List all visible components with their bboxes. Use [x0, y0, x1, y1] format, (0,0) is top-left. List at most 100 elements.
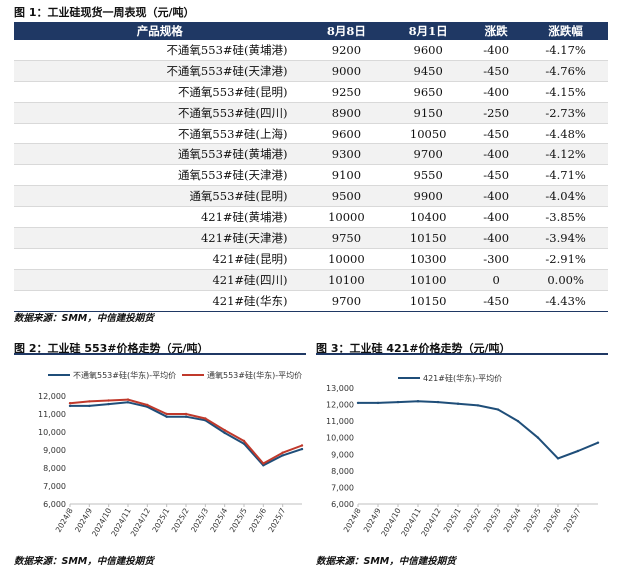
table-cell: 0.00% [523, 269, 608, 291]
data-point [516, 419, 520, 423]
x-tick-label: 2025/5 [228, 506, 249, 534]
table-cell: -450 [469, 123, 524, 145]
y-tick-label: 6,000 [43, 500, 66, 509]
x-tick-label: 2024/12 [419, 506, 442, 538]
data-point [242, 439, 246, 443]
table-cell: 通氧553#硅(昆明) [14, 185, 306, 208]
table-cell: -450 [469, 164, 524, 187]
table-header: 涨跌幅 [523, 22, 608, 40]
table-cell: 8900 [305, 102, 388, 124]
data-point [68, 402, 72, 405]
table-row: 421#硅(四川) 10100 10100 0 0.00% [14, 269, 608, 291]
y-tick-label: 12,000 [326, 401, 354, 410]
x-tick-label: 2025/1 [150, 506, 171, 534]
y-tick-label: 10,000 [326, 434, 354, 443]
data-point [596, 441, 600, 444]
table-cell: -4.48% [523, 123, 608, 145]
chart-421-price: 6,000 7,000 8,000 9,000 10,000 11,000 12,000 13… [326, 373, 600, 538]
table-cell: -400 [469, 81, 524, 103]
x-tick-label: 2025/2 [462, 506, 483, 534]
data-point [396, 400, 400, 404]
table-cell: 9000 [305, 60, 388, 82]
table-cell: 9750 [305, 227, 388, 249]
y-tick-label: 8,000 [43, 464, 66, 473]
price-table: 产品规格 8月8日 8月1日 涨跌 涨跌幅 不通氧553#硅(黄埔港) 9200 9… [14, 22, 608, 312]
x-tick-label: 2024/8 [342, 506, 363, 534]
table-row: 不通氧553#硅(黄埔港) 9200 9600 -400 -4.17% [14, 40, 608, 61]
table-cell: -3.94% [523, 227, 608, 249]
data-point [556, 457, 560, 460]
table-cell: -400 [469, 206, 524, 229]
data-point [126, 401, 130, 404]
data-point [146, 403, 149, 407]
table-cell: 9500 [305, 185, 388, 208]
data-point [476, 404, 480, 407]
table-cell: -250 [469, 102, 524, 124]
table-cell: 不通氧553#硅(黄埔港) [14, 40, 306, 61]
table-cell: 10400 [387, 206, 470, 229]
data-point [456, 402, 460, 405]
table-cell: 不通氧553#硅(上海) [14, 123, 306, 145]
figure1-source: 数据来源：SMM，中信建投期货 [14, 313, 154, 324]
series-line-1 [358, 400, 599, 460]
table-row: 通氧553#硅(黄埔港) 9300 9700 -400 -4.12% [14, 143, 608, 166]
data-point [68, 404, 72, 408]
figure2-title-rule [14, 353, 306, 355]
table-cell: -400 [469, 40, 524, 61]
figure3-source: 数据来源：SMM，中信建投期货 [316, 556, 456, 567]
table-cell: 421#硅(昆明) [14, 248, 306, 270]
table-cell: 10000 [305, 248, 388, 270]
figure1-title: 图 1：工业硅现货一周表现（元/吨） [14, 6, 195, 19]
table-cell: 10050 [387, 123, 470, 145]
table-cell: -300 [469, 248, 524, 270]
table-cell: 421#硅(黄埔港) [14, 206, 306, 229]
table-cell: 0 [469, 269, 524, 291]
table-cell: -4.76% [523, 60, 608, 82]
table-cell: 421#硅(天津港) [14, 227, 306, 249]
table-cell: -450 [469, 60, 524, 82]
table-cell: 421#硅(四川) [14, 269, 306, 291]
table-cell: 9700 [305, 290, 388, 312]
data-point [300, 444, 304, 447]
x-tick-label: 2025/7 [562, 506, 583, 534]
data-point [107, 402, 110, 406]
table-cell: -4.43% [523, 290, 608, 312]
table-header: 产品规格 [14, 22, 306, 40]
table-cell: 通氧553#硅(黄埔港) [14, 143, 306, 166]
table-cell: 10300 [387, 248, 470, 270]
figure3-title: 图 3：工业硅 421#价格走势（元/吨） [316, 342, 511, 355]
x-tick-label: 2024/8 [54, 506, 75, 534]
x-tick-label: 2024/9 [362, 506, 383, 534]
x-tick-label: 2025/4 [502, 506, 523, 534]
table-cell: 9650 [387, 81, 470, 103]
y-tick-label: 7,000 [43, 482, 66, 491]
table-row: 不通氧553#硅(四川) 8900 9150 -250 -2.73% [14, 102, 608, 124]
data-point [107, 399, 110, 402]
data-point [300, 447, 304, 451]
y-tick-label: 10,000 [38, 428, 66, 437]
figure3-title-rule [316, 353, 608, 355]
table-cell: 9600 [387, 40, 470, 61]
table-cell: 10150 [387, 290, 470, 312]
table-row: 通氧553#硅(天津港) 9100 9550 -450 -4.71% [14, 164, 608, 187]
x-tick-label: 2025/2 [170, 506, 191, 534]
y-tick-label: 11,000 [38, 410, 66, 419]
data-point [496, 408, 500, 411]
table-cell: -3.85% [523, 206, 608, 229]
data-point [576, 449, 580, 453]
data-point [126, 398, 130, 401]
y-tick-label: 13,000 [326, 384, 354, 393]
table-cell: 9450 [387, 60, 470, 82]
table-cell: 9250 [305, 81, 388, 103]
data-point [262, 462, 265, 465]
table-cell: -400 [469, 227, 524, 249]
table-cell: 9100 [305, 164, 388, 187]
data-point [436, 400, 440, 404]
x-tick-label: 2025/6 [247, 506, 268, 534]
table-cell: 9200 [305, 40, 388, 61]
x-tick-label: 2024/9 [73, 506, 94, 534]
table-cell: -400 [469, 185, 524, 208]
table-cell: 10100 [305, 269, 388, 291]
y-tick-label: 12,000 [38, 392, 66, 401]
x-tick-label: 2025/3 [482, 506, 503, 534]
